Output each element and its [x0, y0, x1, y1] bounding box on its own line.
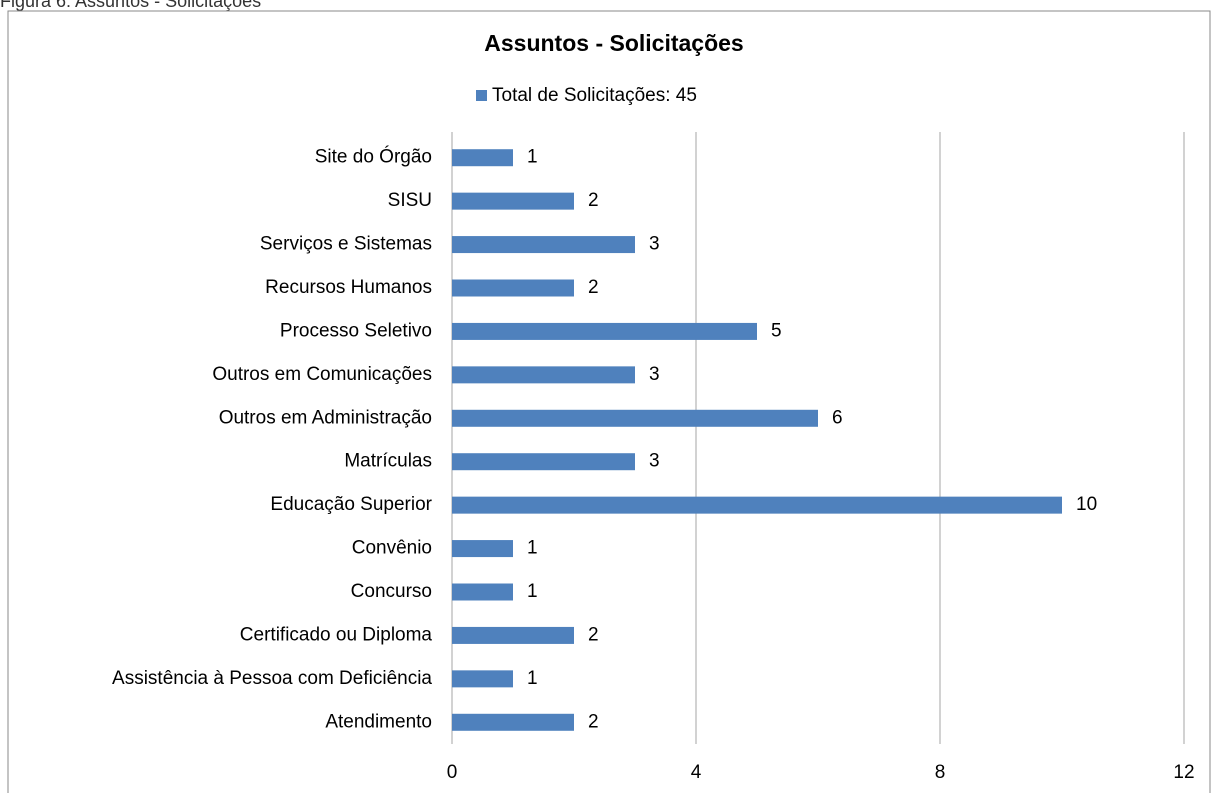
bar	[452, 192, 574, 210]
y-tick-label: Outros em Administração	[219, 407, 432, 428]
y-tick-label: Site do Órgão	[315, 146, 432, 168]
bar	[452, 626, 574, 644]
x-tick-label: 0	[447, 762, 458, 783]
y-tick-label: Outros em Comunicações	[212, 364, 432, 385]
data-label: 2	[588, 190, 599, 211]
bar	[452, 149, 513, 167]
bar	[452, 713, 574, 731]
legend-label: Total de Solicitações: 45	[492, 85, 697, 106]
caption: Figura 6: Assuntos - Solicitações	[0, 0, 261, 11]
bar	[452, 496, 1062, 514]
chart-title: Assuntos - Solicitações	[484, 30, 743, 56]
data-label: 1	[527, 581, 538, 602]
bar	[452, 322, 757, 340]
bar	[452, 453, 635, 471]
data-label: 10	[1076, 494, 1097, 515]
x-tick-label: 12	[1173, 762, 1194, 783]
data-label: 2	[588, 711, 599, 732]
data-label: 6	[832, 407, 843, 428]
y-tick-label: Atendimento	[325, 711, 432, 732]
x-tick-label: 4	[691, 762, 702, 783]
x-tick-label: 8	[935, 762, 946, 783]
y-tick-label: Assistência à Pessoa com Deficiência	[112, 668, 432, 689]
data-label: 1	[527, 538, 538, 559]
y-tick-label: Matrículas	[344, 451, 432, 472]
data-label: 2	[588, 624, 599, 645]
y-tick-label: Concurso	[351, 581, 432, 602]
bar	[452, 670, 513, 688]
data-label: 5	[771, 320, 782, 341]
y-tick-label: Certificado ou Diploma	[240, 624, 433, 645]
data-label: 2	[588, 277, 599, 298]
y-tick-label: Recursos Humanos	[265, 277, 432, 298]
bar	[452, 366, 635, 384]
chart-border	[7, 10, 1211, 798]
bar	[452, 583, 513, 601]
y-tick-label: Processo Seletivo	[280, 320, 432, 341]
bar	[452, 236, 635, 254]
bar	[452, 540, 513, 558]
bar	[452, 409, 818, 427]
y-tick-label: Serviços e Sistemas	[260, 234, 432, 255]
data-label: 3	[649, 451, 660, 472]
data-label: 3	[649, 364, 660, 385]
y-tick-label: SISU	[388, 190, 432, 211]
data-label: 1	[527, 147, 538, 168]
y-tick-label: Educação Superior	[270, 494, 432, 515]
y-tick-label: Convênio	[352, 538, 432, 559]
data-label: 1	[527, 668, 538, 689]
bar	[452, 279, 574, 297]
legend-swatch	[476, 90, 487, 101]
data-label: 3	[649, 234, 660, 255]
